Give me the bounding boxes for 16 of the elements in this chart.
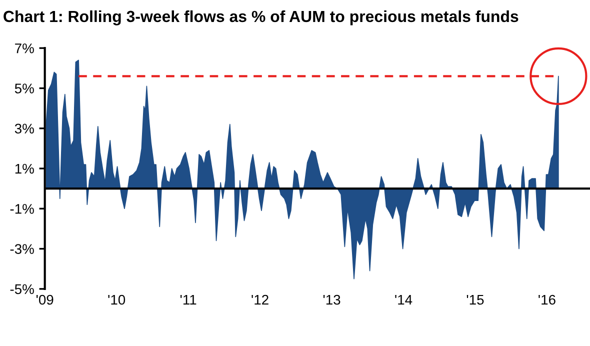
y-tick-label: -5%	[10, 284, 34, 294]
y-tick-label: 7%	[15, 43, 34, 54]
x-tick-label: '10	[108, 294, 126, 305]
y-tick-label: 3%	[14, 124, 34, 134]
x-tick-label: '12	[252, 294, 268, 305]
x-tick-label: '11	[180, 294, 196, 305]
y-tick-label: 1%	[15, 164, 34, 174]
y-tick-label: -3%	[10, 244, 34, 254]
y-tick-label: -1%	[10, 204, 34, 214]
chart-title: Chart 1: Rolling 3-week flows as % of AUM to precious metals funds	[4, 10, 518, 26]
x-tick-label: '15	[466, 294, 484, 305]
x-tick-label: '14	[395, 294, 412, 305]
x-tick-label: '16	[538, 294, 556, 305]
x-tick-label: '13	[323, 294, 340, 305]
x-tick-label: '09	[36, 294, 54, 305]
y-tick-label: 5%	[14, 84, 34, 94]
